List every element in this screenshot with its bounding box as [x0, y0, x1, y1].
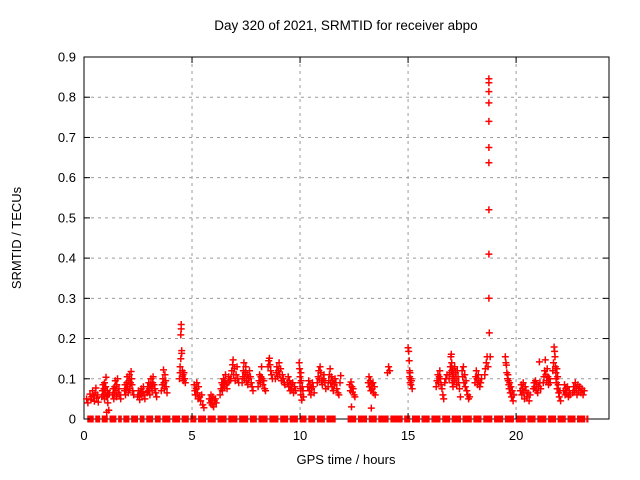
zero-band-segment: [404, 415, 411, 423]
y-tick-labels: 0 0.1 0.2 0.3 0.4 0.5 0.6 0.7 0.8 0.9: [58, 50, 76, 427]
zero-band-segment: [586, 415, 589, 423]
zero-band-segment: [258, 415, 268, 423]
zero-band-segment: [431, 415, 441, 423]
srmtid-plus-markers: [83, 75, 588, 416]
zero-band-segment: [198, 415, 207, 423]
zero-band-segment: [421, 415, 430, 423]
x-tick-label: 0: [80, 428, 87, 443]
y-tick-label: 0.7: [58, 130, 76, 145]
y-tick-label: 0.1: [58, 371, 76, 386]
zero-band-segment: [118, 415, 122, 423]
gridlines: [84, 57, 609, 419]
zero-band-segment: [316, 415, 325, 423]
data-points: [83, 75, 588, 416]
zero-band-segment: [181, 415, 189, 423]
zero-band-segment: [101, 415, 108, 423]
zero-band-segment: [577, 415, 586, 423]
zero-band-segment: [357, 415, 368, 423]
zero-band-segment: [390, 415, 403, 423]
zero-band-segment: [249, 415, 257, 423]
zero-band-segment: [368, 415, 377, 423]
zero-band-segment: [162, 415, 171, 423]
zero-band-segment: [139, 415, 145, 423]
zero-band-segment: [87, 415, 94, 423]
axis-ticks: [83, 56, 609, 420]
y-tick-label: 0.9: [58, 50, 76, 65]
y-tick-label: 0.3: [58, 291, 76, 306]
zero-band-segment: [123, 415, 130, 423]
zero-band-segment: [473, 415, 482, 423]
zero-band-segment: [131, 415, 139, 423]
zero-band-segment: [378, 415, 389, 423]
zero-band-segment: [228, 415, 238, 423]
x-tick-label: 5: [188, 428, 195, 443]
zero-band-segment: [527, 415, 536, 423]
chart-title: Day 320 of 2021, SRMTID for receiver abp…: [214, 18, 477, 33]
zero-band-segment: [280, 415, 289, 423]
x-tick-label: 15: [401, 428, 415, 443]
zero-band-segment: [515, 415, 526, 423]
zero-band-segment: [451, 415, 462, 423]
zero-band-segment: [411, 415, 420, 423]
zero-band-segment: [347, 415, 357, 423]
y-tick-label: 0.5: [58, 210, 76, 225]
zero-band-segment: [326, 415, 336, 423]
zero-band-segment: [462, 415, 472, 423]
zero-band-segment: [190, 415, 197, 423]
y-axis-label: SRMTID / TECUs: [9, 186, 24, 289]
zero-band-segment: [494, 415, 504, 423]
zero-band-segment: [483, 415, 493, 423]
y-tick-label: 0.4: [58, 251, 76, 266]
x-tick-label: 20: [509, 428, 523, 443]
zero-band-segment: [567, 415, 576, 423]
zero-band-segment: [442, 415, 451, 423]
zero-band-segment: [217, 415, 227, 423]
y-tick-label: 0.2: [58, 331, 76, 346]
y-tick-label: 0.8: [58, 90, 76, 105]
zero-band-segment: [239, 415, 249, 423]
zero-band-segment: [109, 415, 117, 423]
y-tick-label: 0.6: [58, 170, 76, 185]
x-axis-label: GPS time / hours: [297, 452, 396, 467]
x-tick-labels: 0 5 10 15 20: [80, 428, 523, 443]
zero-band-segment: [299, 415, 307, 423]
zero-band-segment: [146, 415, 154, 423]
plot-border: [83, 56, 610, 420]
zero-band-segment: [95, 415, 101, 423]
zero-band-segment: [172, 415, 181, 423]
zero-band-segment: [537, 415, 547, 423]
zero-band-segment: [207, 415, 216, 423]
x-tick-label: 10: [293, 428, 307, 443]
zero-band-segment: [154, 415, 161, 423]
zero-band-segment: [504, 415, 514, 423]
zero-band-segment: [548, 415, 557, 423]
zero-band-segment: [289, 415, 298, 423]
zero-value-band: [87, 415, 589, 423]
zero-band-segment: [269, 415, 279, 423]
y-tick-label: 0: [69, 412, 76, 427]
zero-band-segment: [308, 415, 316, 423]
zero-band-segment: [557, 415, 566, 423]
